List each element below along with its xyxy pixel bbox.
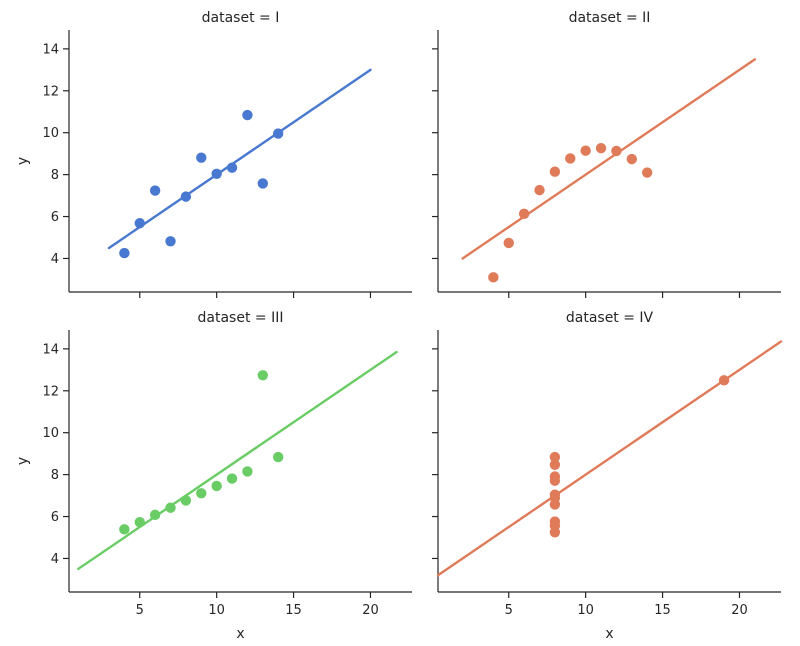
- data-point: [196, 152, 207, 163]
- panel-2: dataset = II: [432, 10, 781, 298]
- data-point: [196, 488, 207, 499]
- x-tick-label: 5: [505, 603, 513, 618]
- x-axis-label: x: [605, 626, 613, 642]
- data-point: [257, 178, 269, 189]
- panel-title: dataset = II: [569, 10, 651, 26]
- data-point: [226, 473, 238, 484]
- y-axis-label: y: [15, 457, 31, 465]
- y-tick-label: 12: [42, 84, 59, 99]
- regression-line: [461, 58, 757, 260]
- data-point: [565, 153, 576, 164]
- panel-1: 4 6 8 10 12 14 dataset = I y: [15, 10, 412, 298]
- y-tick-label: 12: [42, 384, 59, 399]
- data-point: [272, 451, 284, 463]
- data-point: [180, 495, 192, 506]
- x-tick-label: 5: [136, 603, 144, 618]
- x-tick-label: 20: [362, 603, 379, 618]
- x-tick-label: 10: [577, 603, 594, 618]
- y-tick-label: 8: [51, 468, 59, 483]
- data-point: [549, 492, 561, 504]
- y-tick-label: 4: [51, 252, 59, 267]
- panel-title: dataset = IV: [566, 310, 654, 326]
- data-point: [549, 471, 561, 482]
- panel-3: 4 6 8 10 12 14 5 10 15 20 dataset = III y x: [15, 310, 412, 642]
- x-tick-label: 15: [285, 603, 302, 618]
- data-point: [211, 480, 222, 492]
- data-point: [165, 502, 176, 513]
- y-axis-label: y: [15, 157, 31, 165]
- x-tick-label: 10: [208, 603, 225, 618]
- panel-title: dataset = I: [202, 10, 280, 26]
- y-tick-label: 14: [42, 42, 59, 57]
- x-tick-label: 20: [731, 603, 748, 618]
- panel-4: 5 10 15 20 dataset = IV x: [432, 310, 783, 642]
- data-point: [211, 168, 222, 179]
- x-axis-label: x: [236, 626, 244, 642]
- x-tick-label: 15: [654, 603, 671, 618]
- regression-line: [107, 68, 372, 250]
- data-point: [180, 191, 192, 202]
- data-point: [149, 185, 161, 196]
- regression-line: [77, 350, 398, 571]
- data-point: [641, 167, 653, 178]
- panel-title: dataset = III: [198, 310, 284, 326]
- data-point: [626, 153, 638, 165]
- data-point: [580, 145, 591, 156]
- data-point: [518, 208, 530, 220]
- y-tick-label: 6: [51, 510, 59, 525]
- data-point: [549, 451, 561, 463]
- data-point: [242, 466, 253, 477]
- regression-line: [436, 340, 783, 577]
- data-point: [119, 247, 130, 259]
- data-point: [503, 237, 514, 249]
- data-point: [226, 162, 238, 173]
- y-tick-label: 10: [42, 126, 59, 141]
- data-point: [534, 184, 545, 196]
- data-point: [272, 128, 284, 139]
- data-point: [165, 236, 176, 247]
- y-tick-label: 4: [51, 552, 59, 567]
- data-point: [134, 517, 145, 528]
- data-point: [611, 145, 622, 157]
- data-point: [119, 524, 130, 535]
- y-tick-label: 10: [42, 426, 59, 441]
- data-point: [134, 218, 145, 229]
- data-point: [549, 459, 561, 470]
- data-point: [257, 370, 269, 381]
- y-tick-label: 14: [42, 342, 59, 357]
- data-point: [149, 509, 161, 521]
- y-tick-label: 8: [51, 168, 59, 183]
- data-point: [549, 166, 561, 177]
- data-point: [488, 272, 499, 283]
- y-tick-label: 6: [51, 210, 59, 225]
- data-point: [242, 109, 253, 121]
- data-point: [549, 520, 561, 531]
- data-point: [718, 375, 730, 386]
- data-point: [595, 143, 607, 154]
